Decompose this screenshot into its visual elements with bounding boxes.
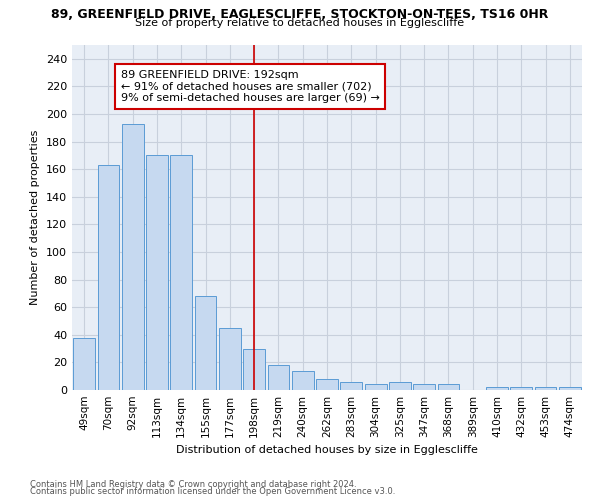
- Bar: [365, 384, 386, 390]
- Bar: [268, 365, 289, 390]
- Text: 89 GREENFIELD DRIVE: 192sqm
← 91% of detached houses are smaller (702)
9% of sem: 89 GREENFIELD DRIVE: 192sqm ← 91% of det…: [121, 70, 379, 103]
- Bar: [97, 165, 119, 390]
- Text: Contains public sector information licensed under the Open Government Licence v3: Contains public sector information licen…: [30, 487, 395, 496]
- Bar: [219, 328, 241, 390]
- Text: Contains HM Land Registry data © Crown copyright and database right 2024.: Contains HM Land Registry data © Crown c…: [30, 480, 356, 489]
- Bar: [389, 382, 411, 390]
- Bar: [316, 379, 338, 390]
- Bar: [146, 156, 168, 390]
- Bar: [559, 387, 581, 390]
- Bar: [340, 382, 362, 390]
- Y-axis label: Number of detached properties: Number of detached properties: [31, 130, 40, 305]
- Bar: [437, 384, 460, 390]
- X-axis label: Distribution of detached houses by size in Egglescliffe: Distribution of detached houses by size …: [176, 446, 478, 456]
- Text: Size of property relative to detached houses in Egglescliffe: Size of property relative to detached ho…: [136, 18, 464, 28]
- Bar: [170, 156, 192, 390]
- Bar: [73, 338, 95, 390]
- Bar: [243, 348, 265, 390]
- Bar: [511, 387, 532, 390]
- Bar: [292, 370, 314, 390]
- Bar: [486, 387, 508, 390]
- Bar: [122, 124, 143, 390]
- Text: 89, GREENFIELD DRIVE, EAGLESCLIFFE, STOCKTON-ON-TEES, TS16 0HR: 89, GREENFIELD DRIVE, EAGLESCLIFFE, STOC…: [52, 8, 548, 20]
- Bar: [535, 387, 556, 390]
- Bar: [413, 384, 435, 390]
- Bar: [194, 296, 217, 390]
